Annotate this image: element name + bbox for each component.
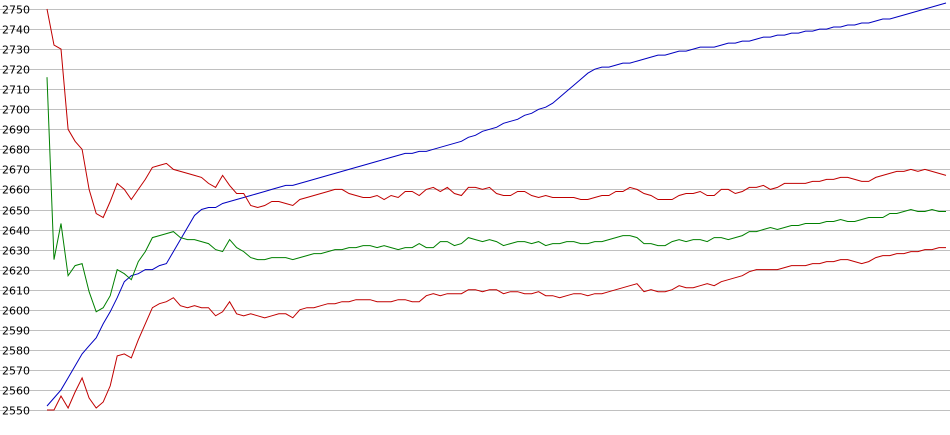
y-tick-label: 2720	[2, 64, 30, 77]
y-tick-label: 2640	[2, 225, 30, 238]
y-axis-tick-labels: 2550 2560 2570 2580 2590 2600 2610 2620 2630 2640…	[2, 4, 30, 418]
series-line-1	[46, 2, 947, 407]
y-tick-label: 2690	[2, 124, 30, 137]
y-tick-label: 2740	[2, 24, 30, 37]
y-tick-label: 2560	[2, 385, 30, 398]
y-tick-label: 2730	[2, 44, 30, 57]
y-tick-label: 2610	[2, 285, 30, 298]
y-tick-label: 2550	[2, 405, 30, 418]
y-tick-label: 2660	[2, 184, 30, 197]
grid	[0, 9, 950, 411]
y-tick-label: 2680	[2, 144, 30, 157]
y-tick-label: 2630	[2, 245, 30, 258]
y-tick-label: 2570	[2, 365, 30, 378]
y-tick-label: 2600	[2, 305, 30, 318]
y-tick-label: 2670	[2, 164, 30, 177]
series-lines	[46, 2, 947, 411]
y-tick-label: 2750	[2, 4, 30, 17]
y-tick-label: 2590	[2, 325, 30, 338]
y-tick-label: 2700	[2, 104, 30, 117]
series-line-2	[46, 8, 947, 219]
y-tick-label: 2710	[2, 84, 30, 97]
y-tick-label: 2580	[2, 345, 30, 358]
y-tick-label: 2650	[2, 205, 30, 218]
series-line-4	[47, 247, 946, 411]
y-tick-label: 2620	[2, 265, 30, 278]
series-line-3	[46, 77, 946, 313]
